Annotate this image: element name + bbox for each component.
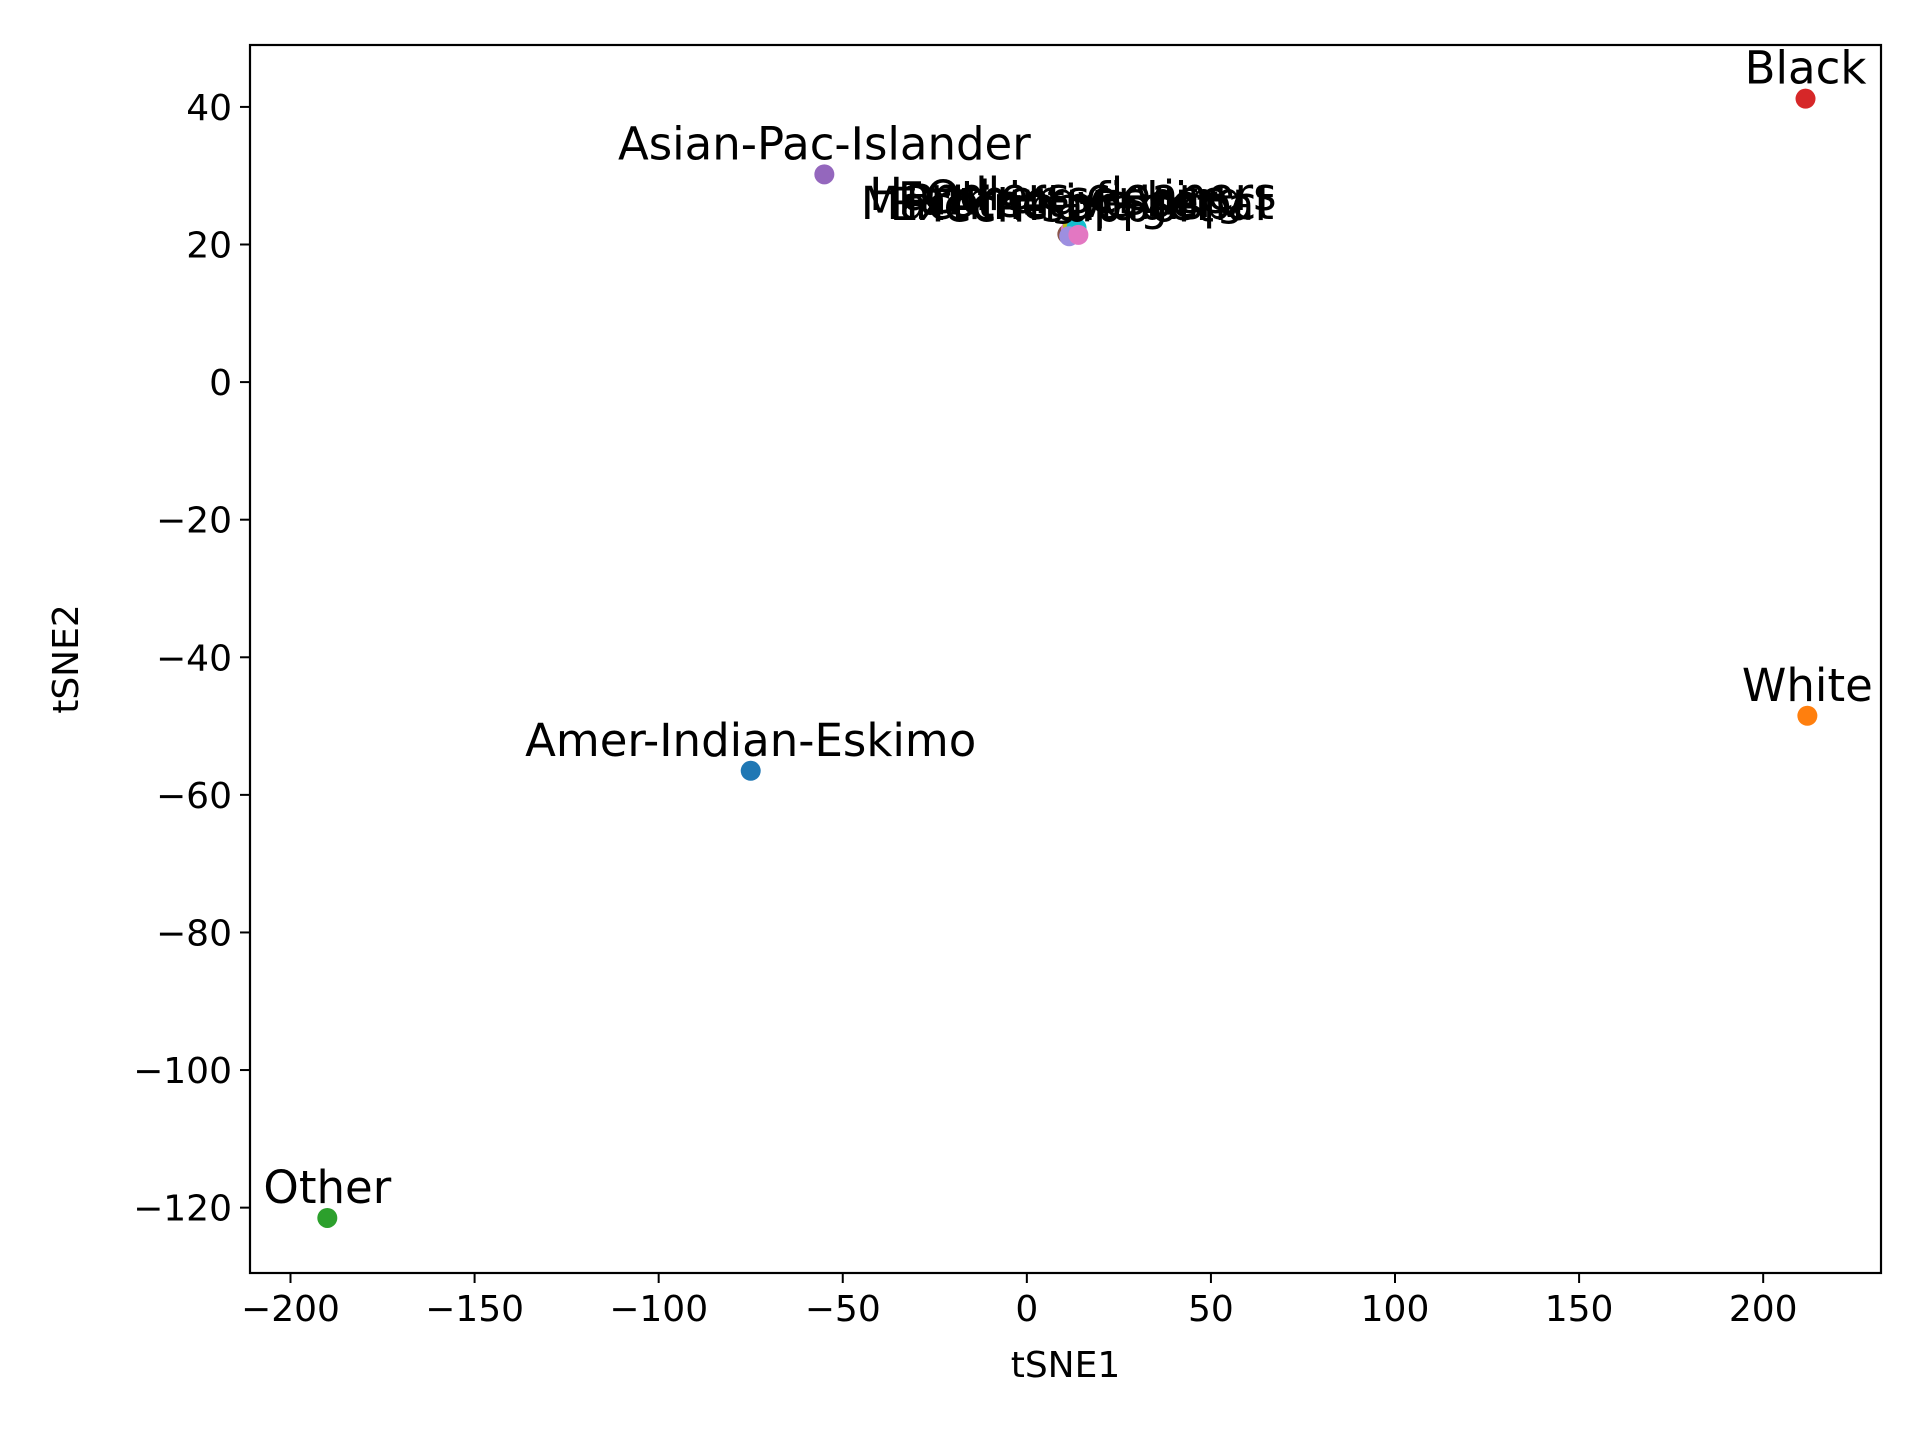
data-point: [1068, 224, 1089, 245]
x-tick-label: 0: [1015, 1289, 1038, 1330]
point-label: Other: [263, 1161, 391, 1214]
data-point: [740, 760, 761, 781]
point-label: Handlers-cleaners: [869, 168, 1277, 221]
y-axis-label: tSNE2: [46, 604, 87, 714]
point-label: Black: [1745, 42, 1867, 95]
point-label: Protective-serv: [905, 175, 1243, 228]
y-tick-label: −20: [156, 501, 232, 542]
y-tick-label: 20: [186, 226, 232, 267]
x-tick-label: −200: [241, 1289, 340, 1330]
point-label: Farming-fishing: [898, 172, 1245, 225]
x-tick-label: 50: [1188, 1289, 1234, 1330]
x-axis-ticks: −200 −150 −100 −50 0 50 100 150 200: [241, 1273, 1798, 1330]
x-tick-label: 200: [1729, 1289, 1798, 1330]
y-tick-label: −40: [156, 638, 232, 679]
y-tick-label: −60: [156, 776, 232, 817]
y-axis-ticks: 40 20 0 −20 −40 −60 −80 −100 −120: [133, 88, 250, 1230]
y-tick-label: 40: [186, 88, 232, 129]
point-label: White: [1742, 659, 1873, 712]
y-tick-label: 0: [209, 363, 232, 404]
x-tick-label: 100: [1361, 1289, 1430, 1330]
x-axis-label: tSNE1: [1011, 1345, 1121, 1386]
data-point: [1797, 705, 1818, 726]
plot-area-frame: [248, 43, 1883, 1275]
x-tick-label: 150: [1545, 1289, 1614, 1330]
data-point: [814, 164, 835, 185]
point-label: Asian-Pac-Islander: [618, 117, 1031, 170]
x-tick-label: −50: [805, 1289, 881, 1330]
x-tick-label: −100: [609, 1289, 708, 1330]
y-tick-label: −80: [156, 913, 232, 954]
point-label: Exec-managerial: [890, 178, 1267, 231]
point-label: Amer-Indian-Eskimo: [525, 714, 976, 767]
x-tick-label: −150: [425, 1289, 524, 1330]
point-label: Other-service: [925, 171, 1227, 224]
point-label: Tech-support: [923, 179, 1214, 232]
data-point: [1795, 88, 1816, 109]
points-layer: Amer-Indian-Eskimo White Other Black Asian-P…: [263, 42, 1873, 1228]
point-label: Machine-op-inspct: [861, 177, 1274, 230]
y-tick-label: −120: [133, 1189, 232, 1230]
data-point: [317, 1207, 338, 1228]
y-tick-label: −100: [133, 1051, 232, 1092]
